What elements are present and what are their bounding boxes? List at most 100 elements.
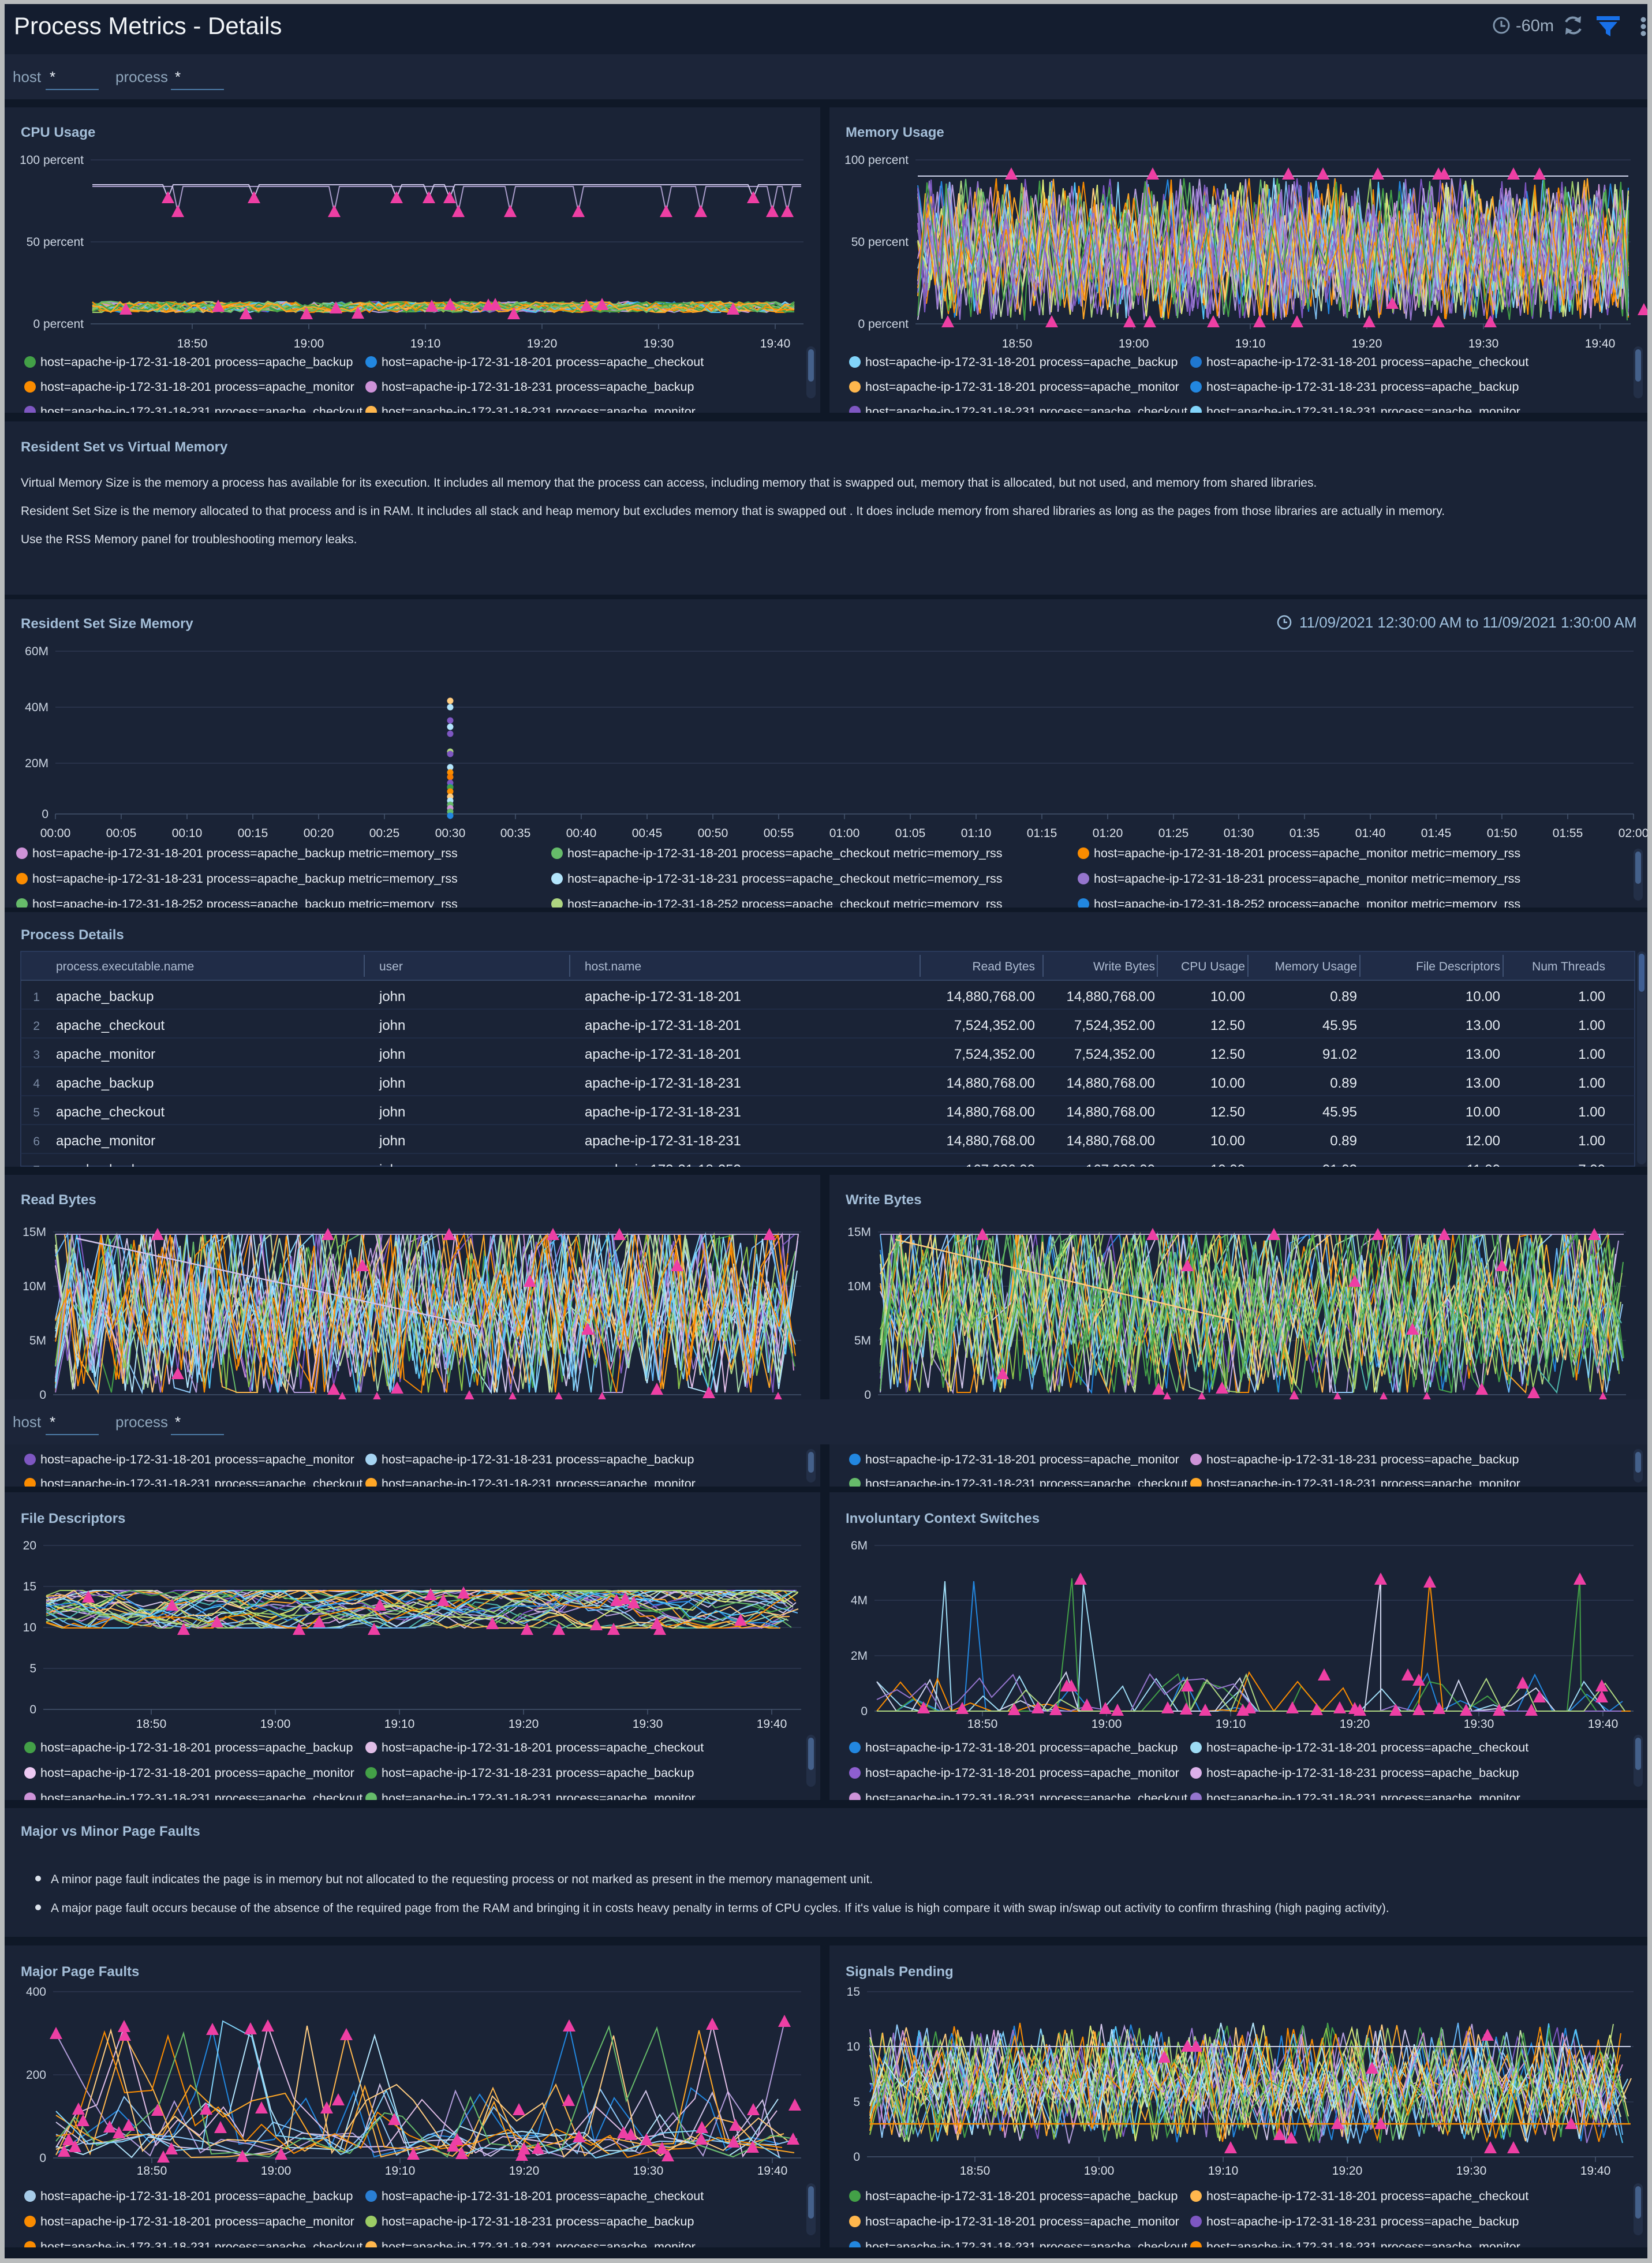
svg-text:host=apache-ip-172-31-18-201 p: host=apache-ip-172-31-18-201 process=apa… bbox=[1206, 2189, 1528, 2203]
svg-text:00:45: 00:45 bbox=[632, 827, 663, 840]
svg-text:19:20: 19:20 bbox=[1340, 1717, 1370, 1731]
svg-text:20M: 20M bbox=[25, 757, 48, 770]
svg-text:host=apache-ip-172-31-18-231 p: host=apache-ip-172-31-18-231 process=apa… bbox=[382, 2215, 694, 2228]
svg-text:host=apache-ip-172-31-18-201 p: host=apache-ip-172-31-18-201 process=apa… bbox=[382, 2189, 704, 2203]
svg-text:19:40: 19:40 bbox=[1580, 2164, 1611, 2178]
svg-text:5M: 5M bbox=[29, 1334, 46, 1347]
svg-text:host=apache-ip-172-31-18-252 p: host=apache-ip-172-31-18-252 process=apa… bbox=[567, 897, 1003, 908]
svg-text:apache_backup: apache_backup bbox=[56, 989, 154, 1004]
svg-text:01:35: 01:35 bbox=[1290, 827, 1320, 840]
svg-text:19:30: 19:30 bbox=[1468, 337, 1499, 350]
svg-text:host=apache-ip-172-31-18-231 p: host=apache-ip-172-31-18-231 process=apa… bbox=[382, 1791, 696, 1800]
svg-text:Major vs Minor Page Faults: Major vs Minor Page Faults bbox=[21, 1824, 200, 1839]
svg-text:5M: 5M bbox=[854, 1334, 871, 1347]
svg-text:19:30: 19:30 bbox=[644, 337, 674, 350]
svg-text:Resident Set vs Virtual Memory: Resident Set vs Virtual Memory bbox=[21, 439, 228, 455]
svg-text:12.50: 12.50 bbox=[1210, 1018, 1245, 1033]
svg-text:Read Bytes: Read Bytes bbox=[21, 1192, 96, 1208]
svg-text:john: john bbox=[379, 989, 405, 1004]
svg-text:0 percent: 0 percent bbox=[858, 318, 909, 331]
svg-text:apache_checkout: apache_checkout bbox=[56, 1018, 165, 1033]
svg-text:1.00: 1.00 bbox=[1578, 1018, 1605, 1033]
svg-text:6: 6 bbox=[33, 1135, 40, 1148]
svg-text:host=apache-ip-172-31-18-201 p: host=apache-ip-172-31-18-201 process=apa… bbox=[865, 380, 1179, 394]
svg-text:00:40: 00:40 bbox=[566, 827, 597, 840]
svg-text:Virtual Memory Size is the mem: Virtual Memory Size is the memory a proc… bbox=[21, 476, 1317, 490]
svg-text:CPU Usage: CPU Usage bbox=[1181, 960, 1245, 973]
svg-text:12.00: 12.00 bbox=[1466, 1133, 1500, 1149]
svg-text:host=apache-ip-172-31-18-201 p: host=apache-ip-172-31-18-201 process=apa… bbox=[32, 846, 458, 860]
svg-text:1.00: 1.00 bbox=[1578, 1104, 1605, 1120]
svg-text:host=apache-ip-172-31-18-201 p: host=apache-ip-172-31-18-201 process=apa… bbox=[40, 1741, 353, 1754]
svg-text:13.00: 13.00 bbox=[1466, 1018, 1500, 1033]
svg-text:0: 0 bbox=[853, 2150, 860, 2164]
svg-text:john: john bbox=[379, 1162, 405, 1167]
svg-text:19:30: 19:30 bbox=[633, 2164, 664, 2178]
svg-text:14,880,768.00: 14,880,768.00 bbox=[1067, 1104, 1155, 1120]
svg-text:john: john bbox=[379, 1104, 405, 1120]
svg-text:host=apache-ip-172-31-18-201 p: host=apache-ip-172-31-18-201 process=apa… bbox=[382, 355, 704, 369]
svg-text:400: 400 bbox=[26, 1985, 46, 1999]
svg-text:00:50: 00:50 bbox=[698, 827, 728, 840]
svg-text:host=apache-ip-172-31-18-252 p: host=apache-ip-172-31-18-252 process=apa… bbox=[32, 897, 458, 908]
svg-text:host=apache-ip-172-31-18-231 p: host=apache-ip-172-31-18-231 process=apa… bbox=[40, 1791, 362, 1800]
svg-text:11/09/2021 12:30:00 AM to 11/0: 11/09/2021 12:30:00 AM to 11/09/2021 1:3… bbox=[1299, 614, 1637, 631]
svg-text:host=apache-ip-172-31-18-231 p: host=apache-ip-172-31-18-231 process=apa… bbox=[382, 380, 694, 394]
svg-text:7,524,352.00: 7,524,352.00 bbox=[954, 1018, 1035, 1033]
svg-text:19:10: 19:10 bbox=[410, 337, 441, 350]
svg-text:host=apache-ip-172-31-18-201 p: host=apache-ip-172-31-18-201 process=apa… bbox=[40, 1452, 354, 1466]
svg-text:01:15: 01:15 bbox=[1027, 827, 1057, 840]
svg-text:host=apache-ip-172-31-18-201 p: host=apache-ip-172-31-18-201 process=apa… bbox=[865, 355, 1178, 369]
svg-text:apache_monitor: apache_monitor bbox=[56, 1047, 155, 1062]
svg-text:Write Bytes: Write Bytes bbox=[1093, 960, 1155, 973]
svg-text:14,880,768.00: 14,880,768.00 bbox=[947, 1104, 1035, 1120]
svg-text:1.00: 1.00 bbox=[1578, 1047, 1605, 1062]
svg-text:19:40: 19:40 bbox=[1588, 1717, 1619, 1731]
svg-text:3: 3 bbox=[33, 1048, 40, 1062]
svg-text:5: 5 bbox=[33, 1106, 40, 1119]
svg-text:0.89: 0.89 bbox=[1330, 1076, 1357, 1091]
svg-text:5: 5 bbox=[29, 1662, 36, 1675]
svg-text:200: 200 bbox=[26, 2068, 46, 2082]
svg-text:19:10: 19:10 bbox=[1216, 1717, 1246, 1731]
svg-text:0: 0 bbox=[29, 1703, 36, 1716]
svg-text:00:15: 00:15 bbox=[238, 827, 268, 840]
svg-text:host=apache-ip-172-31-18-231 p: host=apache-ip-172-31-18-231 process=apa… bbox=[382, 1766, 694, 1780]
svg-text:host=apache-ip-172-31-18-201 p: host=apache-ip-172-31-18-201 process=apa… bbox=[865, 1452, 1179, 1466]
svg-text:host=apache-ip-172-31-18-231 p: host=apache-ip-172-31-18-231 process=apa… bbox=[865, 1477, 1187, 1487]
svg-text:2: 2 bbox=[33, 1020, 40, 1033]
svg-text:host=apache-ip-172-31-18-231 p: host=apache-ip-172-31-18-231 process=apa… bbox=[1206, 2215, 1519, 2228]
svg-text:0: 0 bbox=[39, 1388, 46, 1402]
svg-text:host=apache-ip-172-31-18-231 p: host=apache-ip-172-31-18-231 process=apa… bbox=[1206, 1791, 1520, 1800]
svg-text:1.00: 1.00 bbox=[1578, 989, 1605, 1004]
svg-text:host=apache-ip-172-31-18-231 p: host=apache-ip-172-31-18-231 process=apa… bbox=[1206, 1477, 1520, 1487]
svg-text:12.50: 12.50 bbox=[1210, 1104, 1245, 1120]
svg-text:13.00: 13.00 bbox=[1466, 1047, 1500, 1062]
svg-text:host=apache-ip-172-31-18-201 p: host=apache-ip-172-31-18-201 process=apa… bbox=[40, 380, 354, 394]
svg-text:19:00: 19:00 bbox=[1084, 2164, 1115, 2178]
svg-text:19:20: 19:20 bbox=[509, 2164, 540, 2178]
svg-text:-60m: -60m bbox=[1516, 17, 1554, 35]
svg-text:apache_monitor: apache_monitor bbox=[56, 1133, 155, 1149]
svg-text:18:50: 18:50 bbox=[177, 337, 208, 350]
svg-text:19:10: 19:10 bbox=[384, 1717, 415, 1731]
svg-text:02:00: 02:00 bbox=[1619, 827, 1647, 840]
svg-text:00:05: 00:05 bbox=[106, 827, 137, 840]
svg-text:Memory Usage: Memory Usage bbox=[1275, 960, 1357, 973]
svg-text:7: 7 bbox=[33, 1164, 40, 1167]
svg-text:host=apache-ip-172-31-18-201 p: host=apache-ip-172-31-18-201 process=apa… bbox=[1094, 846, 1520, 860]
svg-text:john: john bbox=[379, 1018, 405, 1033]
svg-text:host=apache-ip-172-31-18-252 p: host=apache-ip-172-31-18-252 process=apa… bbox=[1094, 897, 1520, 908]
svg-text:john: john bbox=[379, 1133, 405, 1149]
svg-text:apache_backup: apache_backup bbox=[56, 1076, 154, 1091]
svg-text:0: 0 bbox=[861, 1705, 868, 1718]
svg-text:19:10: 19:10 bbox=[1235, 337, 1266, 350]
svg-text:10.00: 10.00 bbox=[1210, 1076, 1245, 1091]
svg-text:0: 0 bbox=[39, 2152, 46, 2165]
svg-text:Num Threads: Num Threads bbox=[1532, 960, 1605, 973]
svg-text:host=apache-ip-172-31-18-231 p: host=apache-ip-172-31-18-231 process=apa… bbox=[1206, 380, 1519, 394]
svg-text:19:40: 19:40 bbox=[760, 337, 791, 350]
svg-text:7,524,352.00: 7,524,352.00 bbox=[954, 1047, 1035, 1062]
svg-text:01:25: 01:25 bbox=[1158, 827, 1189, 840]
svg-text:Resident Set Size is the memor: Resident Set Size is the memory allocate… bbox=[21, 505, 1445, 518]
